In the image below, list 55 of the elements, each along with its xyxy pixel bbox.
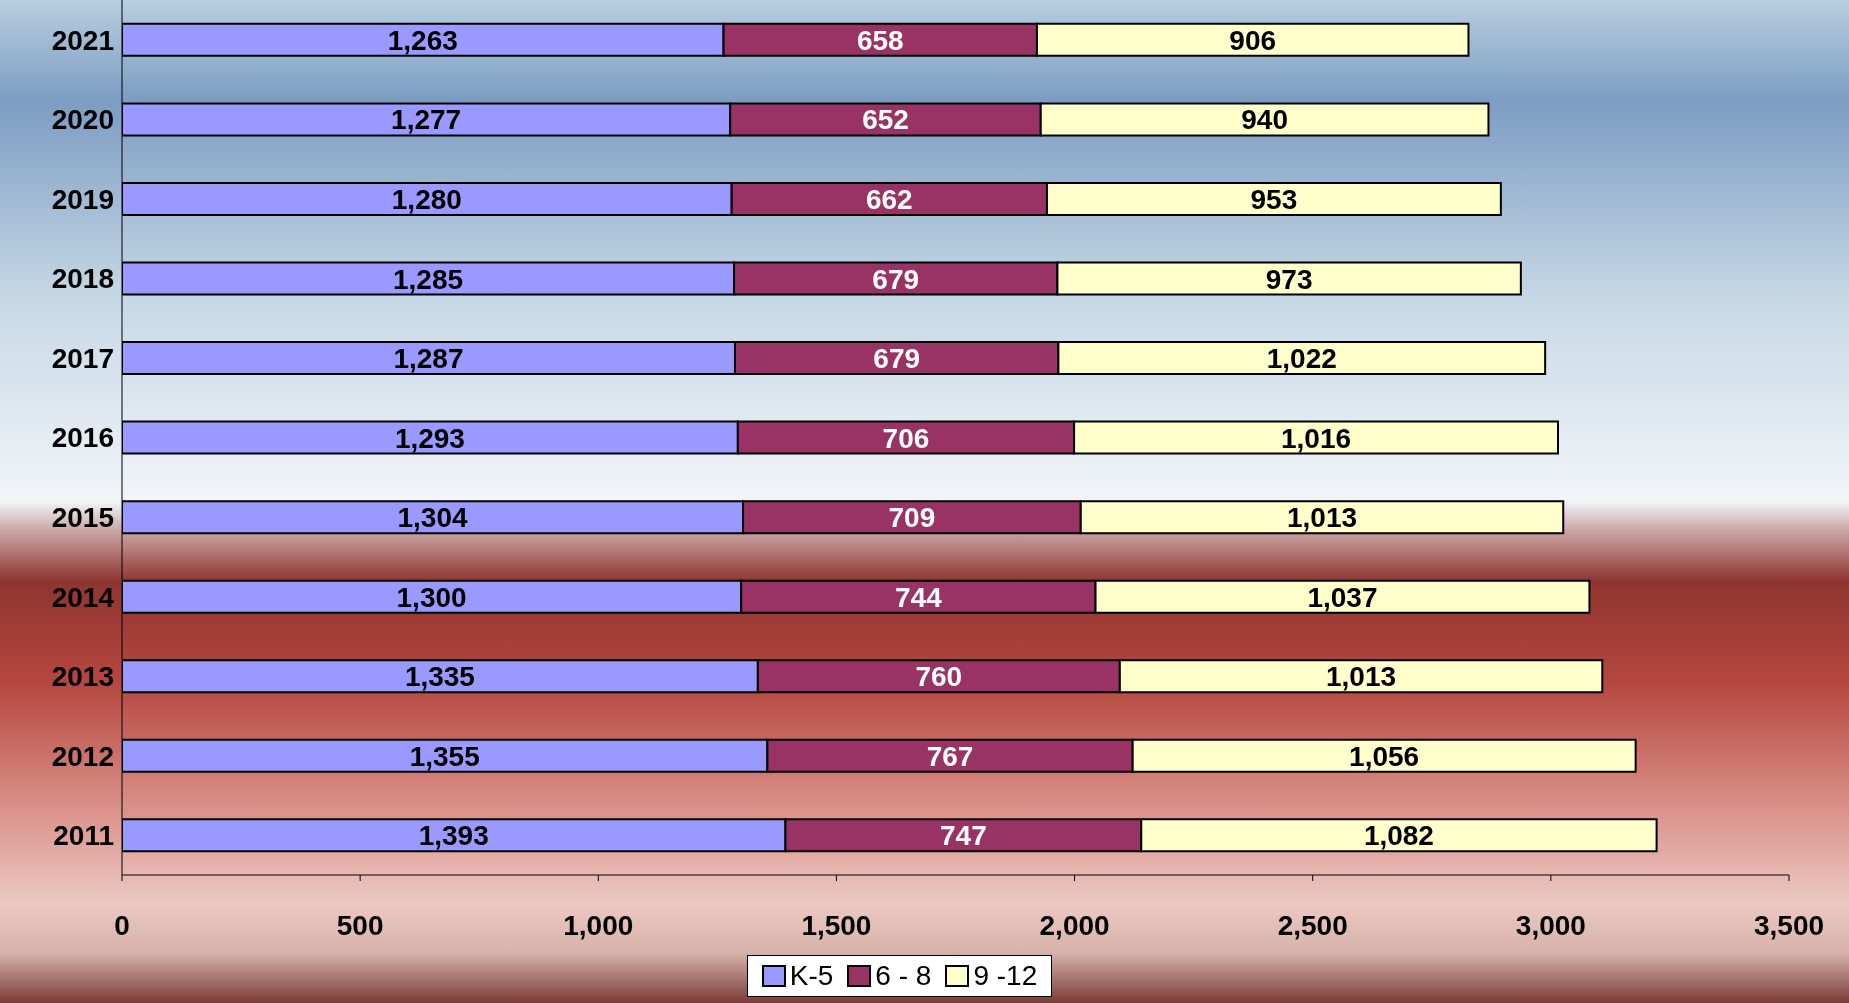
data-label: 679 bbox=[873, 343, 921, 375]
x-tick-label: 500 bbox=[336, 909, 384, 941]
data-label: 1,263 bbox=[387, 24, 458, 56]
y-tick-label: 2013 bbox=[51, 661, 114, 693]
x-tick-label: 1,500 bbox=[801, 909, 872, 941]
data-label: 940 bbox=[1241, 104, 1288, 136]
data-label: 679 bbox=[872, 263, 920, 295]
x-tick-label: 3,000 bbox=[1515, 909, 1586, 941]
y-tick-label: 2021 bbox=[51, 24, 114, 56]
data-label: 652 bbox=[862, 104, 909, 136]
data-label: 1,285 bbox=[392, 263, 464, 295]
y-tick-label: 2015 bbox=[51, 501, 114, 533]
x-tick-label: 2,000 bbox=[1039, 909, 1110, 941]
data-label: 658 bbox=[856, 24, 904, 56]
data-label: 1,277 bbox=[391, 104, 462, 136]
y-tick-label: 2017 bbox=[51, 342, 114, 374]
data-label: 1,293 bbox=[394, 422, 465, 454]
x-tick-label: 1,000 bbox=[563, 909, 634, 941]
data-label: 1,335 bbox=[404, 661, 475, 693]
data-label: 1,022 bbox=[1266, 343, 1337, 375]
data-label: 906 bbox=[1229, 24, 1277, 56]
data-label: 1,013 bbox=[1286, 502, 1358, 534]
data-label: 662 bbox=[865, 183, 913, 215]
data-label: 1,056 bbox=[1349, 740, 1420, 772]
data-label: 1,304 bbox=[397, 502, 468, 534]
data-label: 709 bbox=[888, 502, 936, 534]
data-label: 1,016 bbox=[1281, 422, 1352, 454]
data-label: 767 bbox=[926, 740, 974, 772]
y-tick-label: 2019 bbox=[51, 183, 114, 215]
data-label: 760 bbox=[915, 661, 963, 693]
y-tick-label: 2014 bbox=[51, 581, 115, 613]
data-label: 973 bbox=[1265, 263, 1313, 295]
data-label: 953 bbox=[1250, 183, 1298, 215]
y-tick-label: 2016 bbox=[51, 422, 114, 454]
data-label: 1,082 bbox=[1363, 820, 1434, 852]
data-label: 744 bbox=[894, 581, 943, 613]
x-tick-label: 3,500 bbox=[1753, 909, 1825, 941]
legend-label: K-5 bbox=[789, 960, 834, 992]
legend-label: 6 - 8 bbox=[875, 960, 932, 992]
x-tick-label: 0 bbox=[114, 909, 130, 941]
data-label: 1,393 bbox=[418, 820, 489, 852]
y-tick-label: 2018 bbox=[51, 263, 114, 295]
data-label: 1,287 bbox=[393, 343, 464, 375]
data-label: 706 bbox=[882, 422, 930, 454]
data-label: 1,300 bbox=[396, 581, 467, 613]
y-tick-label: 2020 bbox=[51, 104, 114, 136]
y-tick-label: 2011 bbox=[53, 820, 114, 852]
data-label: 1,013 bbox=[1326, 661, 1397, 693]
y-tick-label: 2012 bbox=[51, 740, 114, 772]
data-label: 1,037 bbox=[1307, 581, 1378, 613]
data-label: 747 bbox=[940, 820, 987, 852]
data-label: 1,355 bbox=[409, 740, 480, 772]
legend-label: 9 -12 bbox=[973, 960, 1038, 992]
data-label: 1,280 bbox=[391, 183, 462, 215]
x-tick-label: 2,500 bbox=[1277, 909, 1348, 941]
